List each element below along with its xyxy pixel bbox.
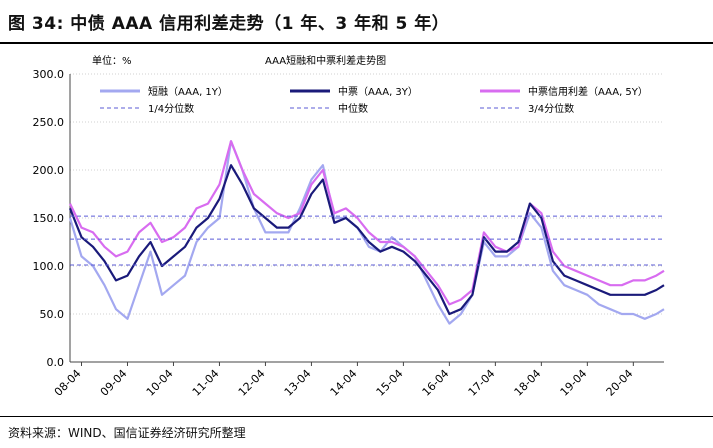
x-tick-label: 16-04: [420, 367, 452, 399]
y-tick-label: 250.0: [33, 116, 65, 129]
x-tick-label: 11-04: [190, 367, 222, 399]
legend-label-1: 中票（AAA, 3Y）: [338, 85, 418, 98]
x-tick-label: 15-04: [374, 367, 406, 399]
legend-label-0: 短融（AAA, 1Y）: [148, 85, 228, 98]
axes: 0.0 50.0 100.0 150.0 200.0 250.0 300.0 08-04 09-…: [33, 68, 664, 399]
y-tick-label: 150.0: [33, 212, 65, 225]
y-tick-label: 50.0: [40, 308, 65, 321]
legend-label-3: 1/4分位数: [148, 102, 194, 115]
legend-label-4: 中位数: [338, 102, 368, 115]
source-note: 资料来源：WIND、国信证券经济研究所整理: [8, 426, 246, 440]
series-line-1: [68, 164, 665, 316]
figure-header: 图 34: 中债 AAA 信用利差走势（1 年、3 年和 5 年）: [0, 0, 713, 44]
legend-label-2: 中票信用利差（AAA, 5Y）: [528, 85, 648, 98]
y-tick-label: 200.0: [33, 164, 65, 177]
x-tick-label: 14-04: [328, 367, 360, 399]
x-tick-label: 08-04: [52, 367, 84, 399]
unit-label: 单位：%: [92, 54, 132, 67]
chart-title: AAA短融和中票利差走势图: [265, 54, 386, 67]
legend-label-5: 3/4分位数: [528, 102, 574, 115]
y-tick-label: 100.0: [33, 260, 65, 273]
y-tick-label: 300.0: [33, 68, 65, 81]
x-tick-label: 20-04: [604, 367, 636, 399]
x-tick-label: 12-04: [236, 367, 268, 399]
x-tick-label: 10-04: [144, 367, 176, 399]
x-tick-label: 09-04: [98, 367, 130, 399]
series-line-0: [68, 140, 665, 325]
gridlines: [70, 73, 664, 315]
x-tick-label: 19-04: [558, 367, 590, 399]
bottom-rule: [0, 416, 713, 417]
y-tick-label: 0.0: [47, 356, 65, 369]
x-tick-label: 17-04: [466, 367, 498, 399]
legend: 短融（AAA, 1Y） 中票（AAA, 3Y） 中票信用利差（AAA, 5Y） 1/4…: [100, 85, 648, 115]
x-tick-label: 18-04: [512, 367, 544, 399]
series-lines: [68, 140, 665, 325]
figure-title: 图 34: 中债 AAA 信用利差走势（1 年、3 年和 5 年）: [8, 14, 450, 34]
chart-svg: 0.0 50.0 100.0 150.0 200.0 250.0 300.0 08-04 09-…: [33, 54, 665, 399]
x-tick-label: 13-04: [282, 367, 314, 399]
